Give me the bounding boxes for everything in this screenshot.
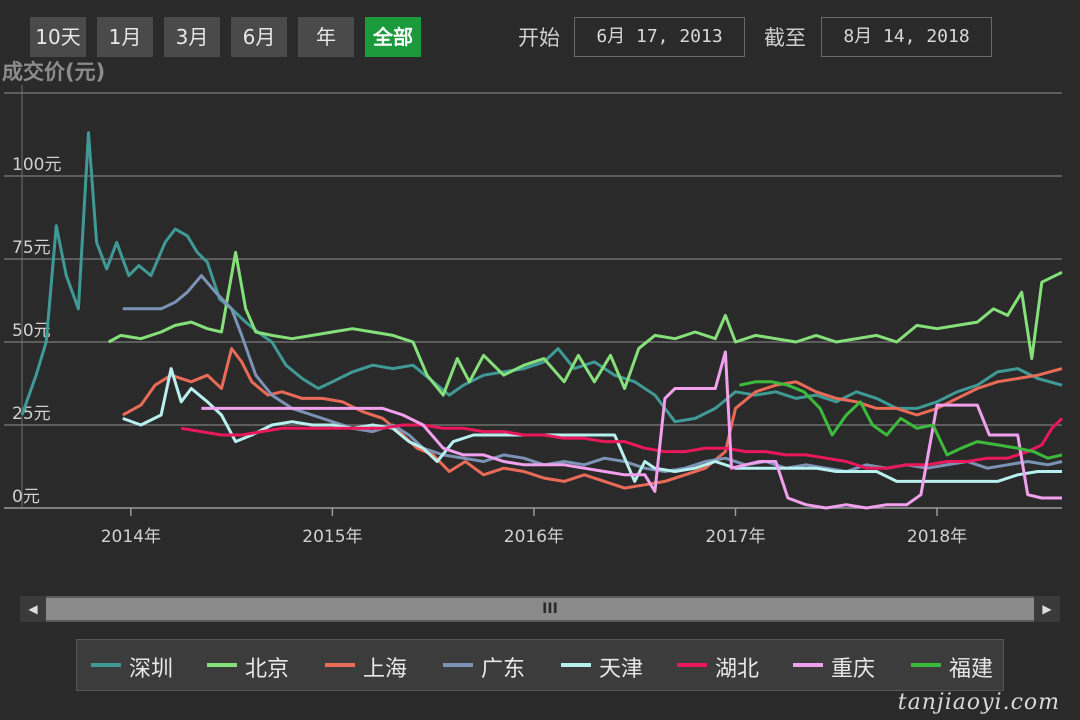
legend-label: 上海 (363, 657, 408, 682)
x-tick-label: 2018年 (907, 527, 967, 547)
series-line-2[interactable] (107, 250, 1063, 397)
legend-label: 福建 (949, 657, 994, 682)
series-line-5[interactable] (122, 367, 1062, 483)
series-line-4[interactable] (122, 274, 1063, 473)
range-button-10d[interactable]: 10天 (30, 17, 86, 57)
legend-swatch (561, 663, 591, 667)
legend-label: 深圳 (129, 657, 174, 682)
series-line-6[interactable] (180, 417, 1064, 470)
start-date-input[interactable]: 6月 17, 2013 (574, 17, 745, 57)
legend-swatch (677, 663, 707, 667)
scroll-thumb[interactable]: III (46, 598, 1054, 620)
series-line-7[interactable] (201, 350, 1062, 510)
x-tick-label: 2015年 (302, 527, 362, 547)
legend-swatch (793, 663, 823, 667)
legend-label: 重庆 (831, 657, 876, 682)
legend-label: 湖北 (715, 657, 760, 682)
scroll-right-icon[interactable]: ▶ (1034, 596, 1060, 622)
price-line-chart: 成交价(元) 0元 25元 50元 75元 100元 2014年 2015年 2016年 2017… (2, 60, 1064, 547)
end-date-label: 截至 (764, 26, 806, 50)
end-date-input[interactable]: 8月 14, 2018 (821, 17, 992, 57)
range-button-6m[interactable]: 6月 (231, 17, 287, 57)
series-line-3[interactable] (122, 347, 1063, 490)
range-button-3m[interactable]: 3月 (164, 17, 220, 57)
series-lines (20, 131, 1064, 510)
axes: 成交价(元) 0元 25元 50元 75元 100元 2014年 2015年 2016年 2017… (2, 60, 967, 547)
y-axis-title: 成交价(元) (2, 60, 105, 84)
y-tick-label: 25元 (12, 404, 51, 424)
chart-legend: 深圳 北京 上海 广东 天津 湖北 重庆 福建 (76, 639, 1004, 691)
y-tick-label: 100元 (12, 155, 61, 175)
x-tick-label: 2014年 (101, 527, 161, 547)
range-button-all[interactable]: 全部 (365, 17, 421, 57)
legend-swatch (207, 663, 237, 667)
scroll-left-icon[interactable]: ◀ (20, 596, 46, 622)
range-button-year[interactable]: 年 (298, 17, 354, 57)
legend-swatch (911, 663, 941, 667)
x-tick-label: 2016年 (504, 527, 564, 547)
y-tick-label: 50元 (12, 321, 51, 341)
grid-lines (4, 85, 1062, 509)
series-line-1[interactable] (20, 131, 1063, 424)
y-tick-label: 0元 (12, 487, 40, 507)
navigator-scrollbar[interactable]: ◀ III ▶ (20, 596, 1060, 622)
legend-swatch (325, 663, 355, 667)
x-tick-label: 2017年 (705, 527, 765, 547)
legend-swatch (443, 663, 473, 667)
series-line-8[interactable] (739, 380, 1063, 460)
legend-label: 广东 (481, 657, 526, 682)
legend-swatch (91, 663, 121, 667)
y-tick-label: 75元 (12, 238, 51, 258)
legend-label: 天津 (599, 657, 644, 682)
range-button-1m[interactable]: 1月 (97, 17, 153, 57)
start-date-label: 开始 (518, 26, 560, 50)
legend-label: 北京 (245, 657, 290, 682)
watermark: tanjiaoyi.com (897, 690, 1060, 715)
